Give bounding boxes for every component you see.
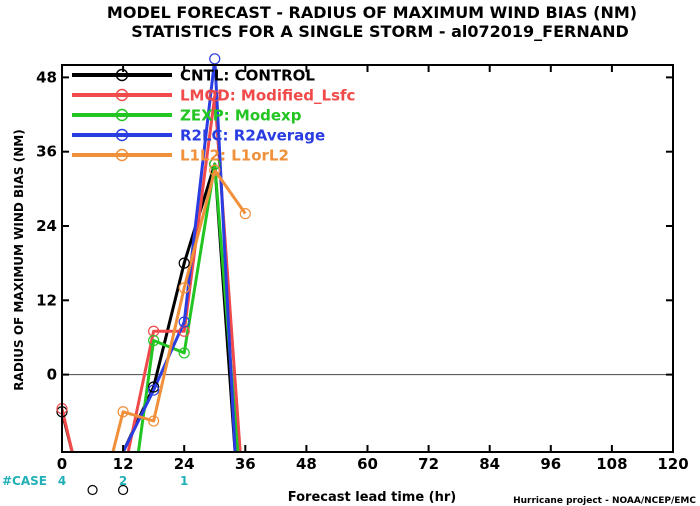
legend-label-1: LMOD: Modified_Lsfc <box>180 87 355 105</box>
series-point-4-3 <box>178 282 190 294</box>
y-tick-label-2: 24 <box>36 217 57 235</box>
y-tick-label-0: 0 <box>47 366 57 384</box>
legend: CNTL: CONTROL LMOD: Modified_Lsfc ZEXP: Mo… <box>72 67 355 165</box>
series-group <box>62 65 247 452</box>
credit-text: Hurricane project - NOAA/NCEP/EMC <box>513 496 696 506</box>
series-line-3-0 <box>121 65 237 452</box>
chart-subtitle: STATISTICS FOR A SINGLE STORM - al072019… <box>131 22 629 41</box>
series-point-2-3 <box>209 158 221 170</box>
x-tick-label-9: 108 <box>596 455 627 473</box>
plot-frame <box>61 64 674 453</box>
below-axis-marker-0 <box>87 484 98 496</box>
series-point-0-4 <box>148 381 160 393</box>
series-point-2-1 <box>148 334 160 347</box>
series-line-2-0 <box>136 162 240 452</box>
y-tick-label-4: 48 <box>36 68 57 86</box>
x-tick-label-7: 84 <box>479 455 500 473</box>
case-count-2: 1 <box>180 474 188 488</box>
case-count-1: 2 <box>119 474 127 488</box>
series-line-1-0 <box>62 408 74 452</box>
series-point-3-3 <box>209 53 221 65</box>
case-label: #CASE <box>2 474 47 488</box>
legend-label-2: ZEXP: Modexp <box>180 107 302 125</box>
series-point-3-1 <box>148 384 160 396</box>
x-tick-label-6: 72 <box>418 455 439 473</box>
y-tick-label-3: 36 <box>36 143 57 161</box>
legend-label-0: CNTL: CONTROL <box>180 67 315 85</box>
x-tick-label-10: 120 <box>657 455 688 473</box>
chart-title: MODEL FORECAST - RADIUS OF MAXIMUM WIND … <box>107 3 637 22</box>
legend-marker-2 <box>115 108 129 122</box>
series-point-1-5 <box>178 325 190 337</box>
legend-marker-1 <box>115 88 129 102</box>
legend-label-3: R2LC: R2Average <box>180 127 325 145</box>
case-count-0: 4 <box>58 474 66 488</box>
legend-marker-0 <box>115 68 129 82</box>
legend-marker-3 <box>115 128 129 142</box>
series-point-2-2 <box>178 347 190 359</box>
series-point-4-1 <box>117 406 129 418</box>
series-point-1-6 <box>209 90 221 102</box>
x-tick-label-3: 36 <box>235 455 256 473</box>
x-tick-label-8: 96 <box>540 455 561 473</box>
series-point-3-2 <box>178 316 190 328</box>
x-axis-label: Forecast lead time (hr) <box>288 490 456 505</box>
series-point-1-4 <box>148 325 160 337</box>
x-tick-label-4: 48 <box>296 455 317 473</box>
x-tick-label-0: 0 <box>57 455 67 473</box>
y-axis-label: RADIUS OF MAXIMUM WIND BIAS (NM) <box>12 129 26 390</box>
x-tick-label-1: 12 <box>113 455 134 473</box>
legend-label-4: L1L2: L1orL2 <box>180 147 289 165</box>
legend-marker-4 <box>115 148 129 162</box>
below-axis-marker-1 <box>117 484 129 496</box>
series-point-0-5 <box>178 257 190 269</box>
x-tick-label-2: 24 <box>174 455 195 473</box>
series-line-4-0 <box>111 168 247 452</box>
axes: 0 12 24 36 48 60 72 84 96 108 120 0 12 24 36 48 4 2 1 <box>36 64 689 496</box>
x-tick-label-5: 60 <box>357 455 378 473</box>
plot-area <box>56 53 673 452</box>
series-point-4-4 <box>209 164 221 176</box>
series-point-4-2 <box>148 415 160 427</box>
series-point-4-5 <box>239 208 251 220</box>
y-tick-label-1: 12 <box>36 291 57 309</box>
